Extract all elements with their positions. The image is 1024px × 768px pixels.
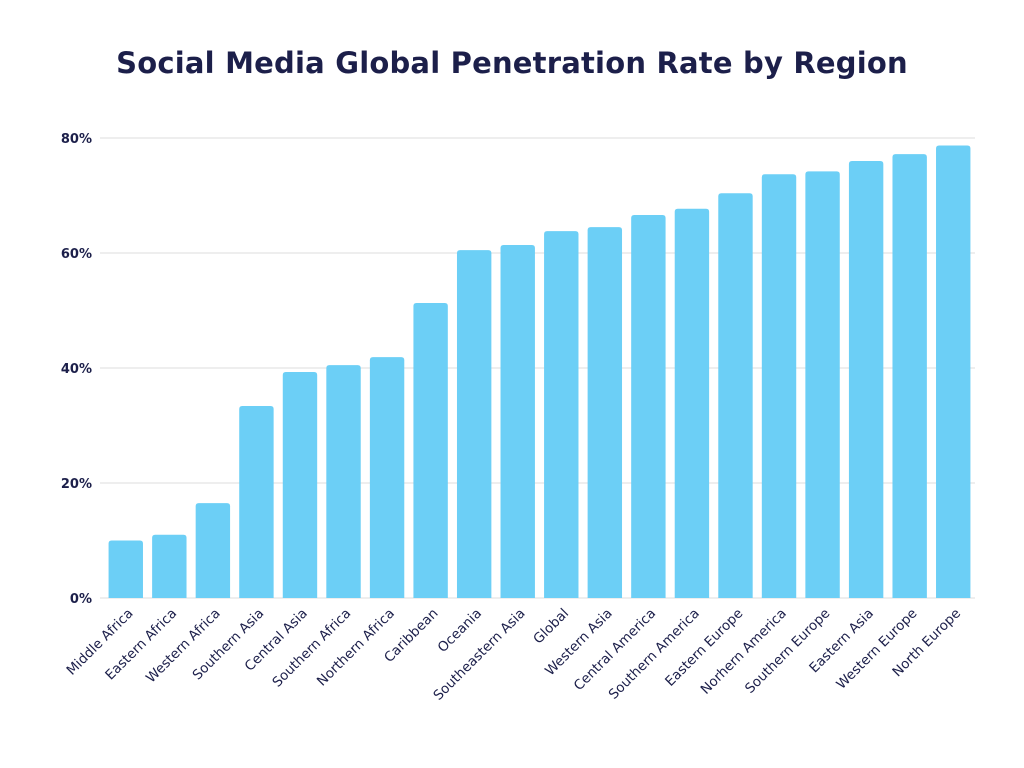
bar [239,405,274,598]
x-tick-label: Western Europe [833,606,920,693]
x-tick-label: Southern Africa [269,606,354,691]
x-tick-label: Northern Africa [314,606,398,690]
bar [456,250,492,598]
bar [848,161,884,598]
bar [587,227,623,598]
bar [152,534,187,598]
chart-title: Social Media Global Penetration Rate by … [116,46,908,80]
x-tick-label: Global [530,606,572,648]
bar [544,231,579,598]
bar [892,154,927,598]
y-tick-label: 80% [61,132,92,147]
bar [108,540,143,598]
y-tick-label: 0% [70,592,92,607]
bar [500,244,535,598]
bar [805,171,840,598]
bar [413,303,448,598]
bars [108,145,971,599]
gridlines [100,137,975,599]
bar [631,215,666,599]
bar [718,193,753,598]
y-tick-label: 20% [61,477,92,492]
bar [761,174,797,598]
bar [369,357,405,598]
x-tick-label: Western Africa [143,606,224,687]
bar [326,365,361,598]
bar [195,503,231,598]
y-tick-label: 40% [61,362,92,377]
bar [936,145,971,598]
bar [282,372,318,598]
y-tick-label: 60% [61,247,92,262]
x-tick-label: Eastern Europe [662,606,746,690]
bar [674,208,710,598]
y-axis-ticks: 0% 20% 40% 60% 80% [61,132,92,607]
